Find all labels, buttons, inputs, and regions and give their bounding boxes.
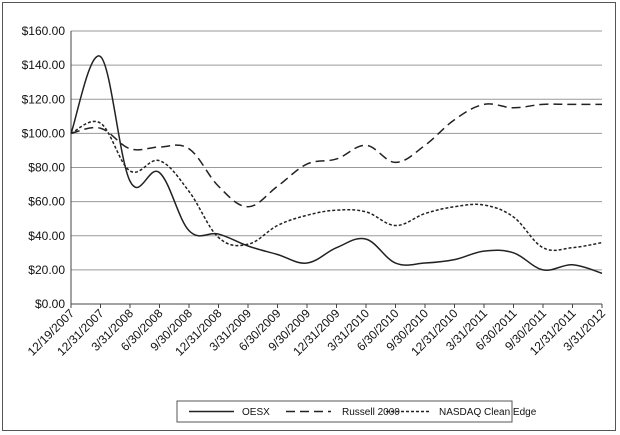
y-tick-label: $40.00 [28,229,65,243]
y-tick-label: $160.00 [22,24,66,38]
series-line-nasdaq-clean-edge [70,120,603,252]
legend-label: OESX [242,407,270,418]
series-line-oesx [70,55,603,275]
y-tick-label: $60.00 [28,195,65,209]
legend-box [176,400,513,423]
y-tick-label: $120.00 [22,92,66,106]
y-tick-label: $100.00 [22,126,66,140]
legend-label: Russell 2000 [342,407,400,418]
series-line-russell-2000 [70,103,602,208]
y-tick-label: $20.00 [28,263,65,277]
y-tick-label: $0.00 [35,297,65,311]
legend-label: NASDAQ Clean Edge [439,407,537,418]
y-tick-label: $80.00 [28,161,65,175]
y-tick-label: $140.00 [22,58,66,72]
